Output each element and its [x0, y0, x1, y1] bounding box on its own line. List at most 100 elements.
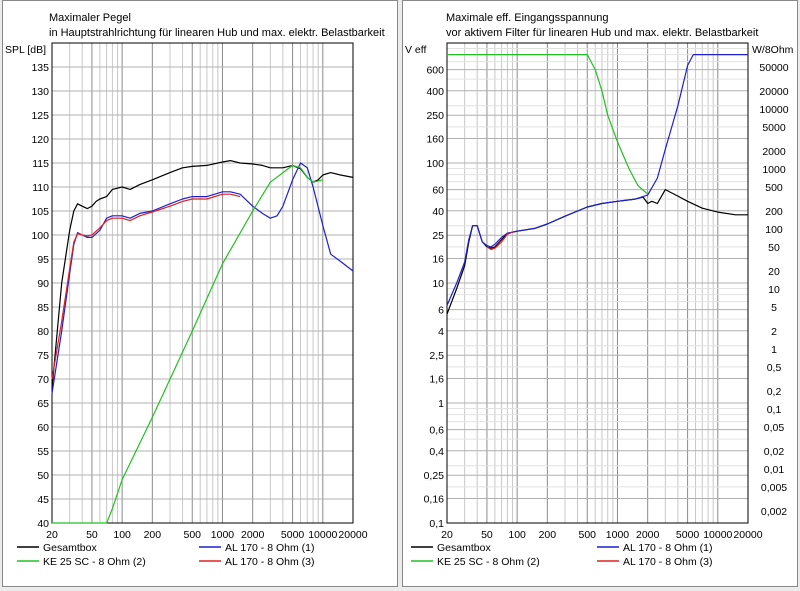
- legend-label: KE 25 SC - 8 Ohm (2): [43, 556, 146, 568]
- y-tick-label: 125: [31, 110, 49, 122]
- chart-subtitle: vor aktivem Filter für linearen Hub und …: [446, 27, 758, 39]
- series-line-3: [447, 54, 649, 195]
- y-tick-label: 1,6: [429, 374, 444, 386]
- y2-tick-label: 10: [768, 284, 780, 296]
- y-tick-label: 2,5: [429, 350, 444, 362]
- y-tick-label: 600: [426, 65, 444, 77]
- y-tick-label: 4: [438, 326, 444, 338]
- y2-tick-label: 0,1: [767, 404, 782, 416]
- x-tick-label: 20: [46, 529, 58, 541]
- y-tick-label: 120: [31, 134, 49, 146]
- y2-tick-label: 20: [768, 266, 780, 278]
- x-tick-label: 5000: [281, 529, 305, 541]
- voltage-chart-panel: Maximale eff. Eingangsspannung vor aktive…: [402, 0, 798, 587]
- y-tick-label: 16: [432, 254, 444, 266]
- y2-tick-label: 500: [765, 182, 783, 194]
- x-tick-label: 2000: [636, 529, 660, 541]
- x-tick-label: 20000: [338, 529, 367, 541]
- series-line-2: [51, 162, 354, 394]
- plot-frame: [446, 42, 749, 524]
- legend-label: KE 25 SC - 8 Ohm (2): [437, 556, 540, 568]
- x-tick-label: 2000: [241, 529, 265, 541]
- x-tick-label: 20000: [733, 529, 762, 541]
- y-tick-label: 0,16: [424, 494, 445, 506]
- y-tick-label: 80: [37, 326, 49, 338]
- series-line-2: [446, 54, 748, 306]
- y-tick-label: 6: [438, 305, 444, 317]
- chart-subtitle: in Hauptstrahlrichtung für linearen Hub …: [49, 27, 385, 39]
- series-line-4: [51, 193, 241, 380]
- y-tick-label: 70: [37, 374, 49, 386]
- y2-tick-label: 200: [765, 206, 783, 218]
- x-tick-label: 100: [113, 529, 131, 541]
- y-tick-label: 40: [432, 206, 444, 218]
- x-tick-label: 10000: [703, 529, 732, 541]
- y-tick-label: 100: [31, 230, 49, 242]
- y2-tick-label: 1: [771, 344, 777, 356]
- x-tick-label: 1000: [606, 529, 630, 541]
- y2-tick-label: 5000: [762, 122, 786, 134]
- y-tick-label: 60: [432, 185, 444, 197]
- chart-title: Maximale eff. Eingangsspannung: [446, 12, 608, 24]
- y2-tick-label: 2000: [762, 146, 786, 158]
- y-tick-label: 95: [37, 254, 49, 266]
- y-tick-label: 160: [426, 134, 444, 146]
- y-tick-label: 130: [31, 86, 49, 98]
- x-tick-label: 500: [578, 529, 596, 541]
- y2-tick-label: 1000: [762, 164, 786, 176]
- x-tick-label: 20: [441, 529, 453, 541]
- x-tick-label: 5000: [676, 529, 700, 541]
- legend-label: AL 170 - 8 Ohm (3): [225, 556, 314, 568]
- x-tick-label: 50: [86, 529, 98, 541]
- y-tick-label: 1: [438, 398, 444, 410]
- y-tick-label: 45: [37, 494, 49, 506]
- y-tick-label: 135: [31, 62, 49, 74]
- y2-tick-label: 50: [768, 242, 780, 254]
- x-tick-label: 200: [539, 529, 557, 541]
- y-tick-label: 400: [426, 86, 444, 98]
- spl-chart-panel: Maximaler Pegel in Hauptstrahlrichtung fü…: [2, 0, 398, 587]
- y2-tick-label: 10000: [759, 104, 788, 116]
- y-tick-label: 60: [37, 422, 49, 434]
- y2-tick-label: 100: [765, 224, 783, 236]
- y-tick-label: 0,6: [429, 425, 444, 437]
- y2-tick-label: 50000: [759, 62, 788, 74]
- y-tick-label: 115: [32, 158, 49, 170]
- y2-tick-label: 0,02: [764, 446, 785, 458]
- y2-tick-label: 0,005: [761, 482, 787, 494]
- y-tick-label: 10: [432, 278, 444, 290]
- x-tick-label: 500: [183, 529, 201, 541]
- y-tick-label: 55: [37, 446, 49, 458]
- legend-label: Gesamtbox: [43, 542, 97, 554]
- legend-label: AL 170 - 8 Ohm (1): [623, 542, 712, 554]
- series-line-4: [486, 231, 513, 251]
- chart-title: Maximaler Pegel: [49, 12, 131, 24]
- y-tick-label: 105: [31, 206, 49, 218]
- x-tick-label: 50: [481, 529, 493, 541]
- y-tick-label: 65: [37, 398, 49, 410]
- y2-tick-label: 5: [771, 302, 777, 314]
- y-tick-label: 0,1: [429, 518, 444, 530]
- y-tick-label: 40: [37, 518, 49, 530]
- voltage-chart: Maximale eff. Eingangsspannung vor aktive…: [405, 12, 794, 568]
- x-tick-label: 1000: [211, 529, 235, 541]
- y-tick-label: 250: [426, 110, 444, 122]
- y2-tick-label: 0,01: [764, 464, 785, 476]
- y2-axis-label: W/8Ohm: [752, 44, 794, 56]
- y-tick-label: 110: [32, 182, 49, 194]
- x-tick-label: 200: [144, 529, 162, 541]
- x-tick-label: 100: [508, 529, 526, 541]
- y-tick-label: 50: [37, 470, 49, 482]
- y2-tick-label: 20000: [759, 86, 788, 98]
- legend-label: Gesamtbox: [437, 542, 491, 554]
- legend-label: AL 170 - 8 Ohm (1): [225, 542, 314, 554]
- y2-tick-label: 0,2: [767, 386, 782, 398]
- y2-tick-label: 0,002: [761, 506, 787, 518]
- y-tick-label: 100: [426, 158, 444, 170]
- spl-chart: Maximaler Pegel in Hauptstrahlrichtung fü…: [5, 12, 385, 568]
- y2-tick-label: 2: [771, 326, 777, 338]
- y-tick-label: 0,4: [429, 446, 444, 458]
- y-tick-label: 85: [37, 302, 49, 314]
- y-tick-label: 25: [432, 230, 444, 242]
